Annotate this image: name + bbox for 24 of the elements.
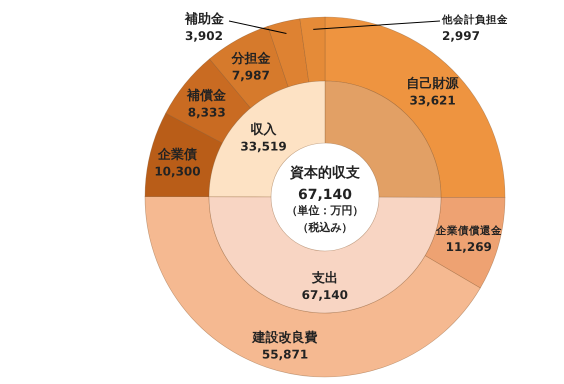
text: 67,140	[298, 187, 352, 203]
slice-label: 建設改良費	[252, 330, 318, 346]
text: 資本的収支	[289, 165, 360, 181]
slice-label: 補償金	[186, 88, 228, 104]
text: （税込み）	[298, 221, 352, 234]
data-label: 33,621	[409, 94, 456, 108]
slice-label: 自己財源	[406, 76, 460, 92]
data-label: 7,987	[232, 68, 270, 82]
slice-label: 企業債	[156, 147, 197, 162]
data-label: 3,902	[185, 29, 223, 43]
data-label: 8,333	[188, 106, 226, 120]
slice-label: 支出	[310, 271, 338, 286]
slice-label: 収入	[250, 121, 278, 138]
data-label: 55,871	[262, 348, 308, 362]
slice-label: 補助金	[184, 11, 225, 27]
data-label: 2,997	[442, 29, 480, 43]
slice-label: 企業債償還金	[434, 224, 503, 238]
slice-label: 分担金	[230, 51, 272, 66]
data-label: 10,300	[154, 164, 201, 178]
data-label: 67,140	[302, 288, 348, 302]
slice-label: 他会計負担金	[441, 13, 509, 26]
data-label: 11,269	[446, 240, 492, 254]
data-label: 33,519	[240, 139, 287, 154]
text: （単位：万円）	[286, 204, 364, 217]
